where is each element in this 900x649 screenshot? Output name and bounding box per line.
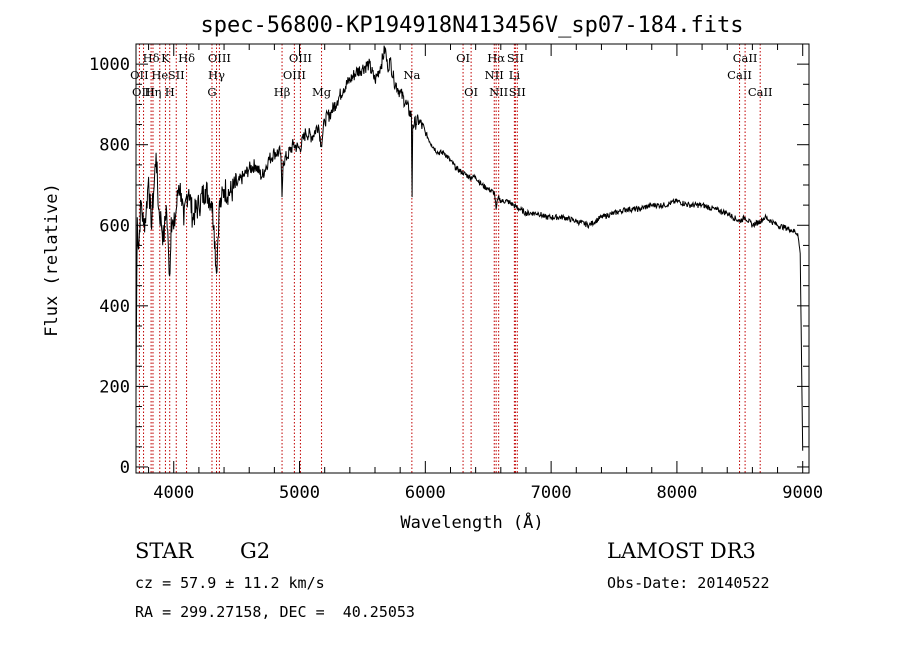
y-tick-label: 0 bbox=[120, 458, 130, 478]
emission-line-label: Hβ bbox=[274, 85, 291, 99]
survey-release: LAMOST DR3 bbox=[607, 539, 756, 563]
y-tick-label: 800 bbox=[99, 136, 130, 156]
emission-line-label: OIII bbox=[208, 51, 231, 65]
y-tick-label: 600 bbox=[99, 216, 130, 236]
emission-line-label: OI bbox=[456, 51, 470, 65]
x-tick-label: 9000 bbox=[782, 483, 823, 503]
object-class: STAR bbox=[135, 539, 194, 563]
y-axis-label: Flux (relative) bbox=[42, 183, 62, 337]
y-tick-label: 400 bbox=[99, 297, 130, 317]
emission-line-label: G bbox=[207, 85, 216, 99]
plot-frame bbox=[135, 43, 810, 474]
emission-line-label: Li bbox=[509, 68, 521, 82]
x-axis-label: Wavelength (Å) bbox=[400, 511, 543, 533]
y-tick-label: 200 bbox=[99, 377, 130, 397]
emission-line-label: Mg bbox=[312, 85, 332, 99]
x-tick-label: 8000 bbox=[656, 483, 697, 503]
observation-date: Obs-Date: 20140522 bbox=[607, 574, 770, 592]
emission-line-label: NII bbox=[485, 68, 504, 82]
y-tick-label: 1000 bbox=[89, 55, 130, 75]
spectrum-series bbox=[135, 45, 804, 451]
emission-line-label: CaII bbox=[748, 85, 773, 99]
emission-line-label: K bbox=[161, 51, 170, 65]
emission-line-label: SII bbox=[509, 85, 526, 99]
x-tick-label: 4000 bbox=[153, 483, 194, 503]
emission-line-label: OIII bbox=[283, 68, 306, 82]
emission-line-label: Hα bbox=[487, 51, 505, 65]
spectrum-line bbox=[135, 45, 804, 451]
emission-line-label: Hδ bbox=[143, 51, 160, 65]
emission-line-label: Hη bbox=[145, 85, 162, 99]
emission-line-label: OI bbox=[464, 85, 478, 99]
emission-line-label: CaII bbox=[733, 51, 758, 65]
emission-line-label: NII bbox=[489, 85, 508, 99]
x-tick-label: 5000 bbox=[279, 483, 320, 503]
emission-line-label: OIII bbox=[289, 51, 312, 65]
emission-line-label: SII bbox=[507, 51, 524, 65]
x-tick-label: 6000 bbox=[405, 483, 446, 503]
emission-line-markers: Hδ OII OIII K He Hη SII H Hδ OIII Hγ G OIII OIII Hβ Mg N… bbox=[130, 44, 773, 473]
emission-line-label: CaII bbox=[727, 68, 752, 82]
emission-line-label: Hγ bbox=[208, 68, 225, 82]
emission-line-label: He bbox=[151, 68, 168, 82]
redshift-velocity: cz = 57.9 ± 11.2 km/s bbox=[135, 574, 325, 592]
x-tick-label: 7000 bbox=[531, 483, 572, 503]
emission-line-label: Na bbox=[403, 68, 420, 82]
emission-line-label: OIII bbox=[132, 85, 155, 99]
plot-border bbox=[135, 43, 810, 474]
axis-ticks: 4000 5000 6000 7000 8000 9000 0 200 400 600 800 100… bbox=[89, 43, 823, 503]
spectral-subclass: G2 bbox=[240, 539, 271, 563]
sky-coordinates: RA = 299.27158, DEC = 40.25053 bbox=[135, 603, 415, 621]
emission-line-label: H bbox=[165, 85, 175, 99]
chart-title: spec-56800-KP194918N413456V_sp07-184.fit… bbox=[200, 13, 743, 38]
emission-line-label: Hδ bbox=[178, 51, 195, 65]
emission-line-label: OII bbox=[130, 68, 149, 82]
emission-line-label: SII bbox=[168, 68, 185, 82]
